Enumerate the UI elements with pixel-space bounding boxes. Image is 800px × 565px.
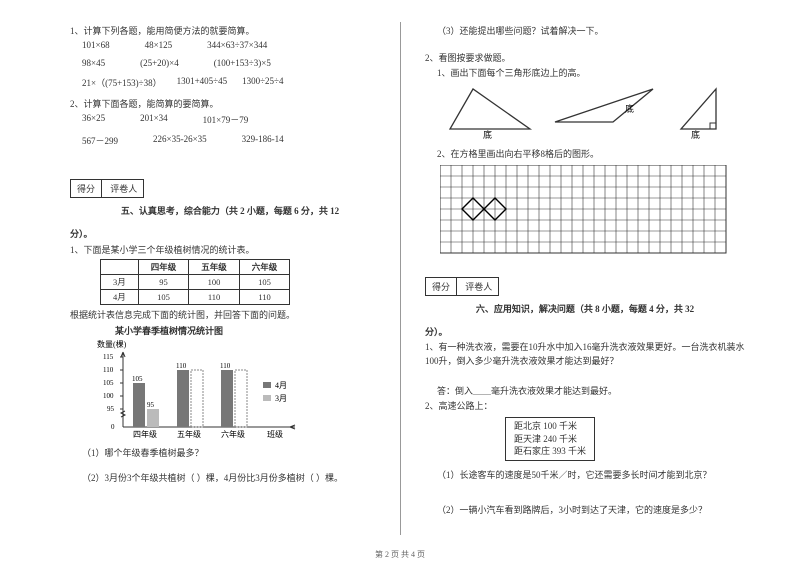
q5-sub3: （3）还能提出哪些问题？试着解决一下。 (425, 24, 745, 37)
right-column: （3）还能提出哪些问题？试着解决一下。 2、看图按要求做题。 1、画出下面每个三… (425, 22, 745, 518)
speed-line: 距北京 100 千米 (514, 420, 586, 433)
grid-figure (440, 165, 745, 259)
score-box-6: 得分 评卷人 (425, 277, 499, 296)
q5-1b: 根据统计表信息完成下面的统计图，并回答下面的问题。 (70, 308, 390, 321)
svg-text:105: 105 (132, 375, 143, 383)
q1-row1: 101×68 48×125 344×63÷37×344 (82, 40, 390, 50)
table-row: 4月 105 110 110 (101, 290, 290, 305)
triangles: 底 底 底 (445, 84, 745, 139)
th: 四年级 (138, 260, 189, 275)
svg-text:底: 底 (483, 129, 492, 139)
triangle-3: 底 (676, 84, 731, 139)
svg-text:100: 100 (103, 392, 114, 400)
td: 3月 (101, 275, 139, 290)
expr: 226×35-26×35 (153, 134, 207, 147)
svg-text:底: 底 (691, 129, 700, 139)
q5-sub2: （2）3月份3个年级共植树（ ）棵，4月份比3月份多植树（ ）棵。 (70, 471, 390, 484)
q2r-2: 2、在方格里画出向右平移8格后的图形。 (425, 147, 745, 160)
expr: 98×45 (82, 58, 105, 68)
chart-svg: 数量(棵) 115 110 105 100 95 0 105 95 110 1 (95, 337, 305, 442)
svg-text:4月: 4月 (275, 381, 287, 390)
svg-text:115: 115 (103, 353, 114, 361)
triangle-1: 底 (445, 84, 535, 139)
q2-row1: 36×25 201×34 101×79－79 (82, 113, 390, 126)
expr: 567－299 (82, 134, 118, 147)
expr: 1301+405÷45 (177, 76, 228, 89)
td: 100 (189, 275, 240, 290)
q5-1: 1、下面是某小学三个年级植树情况的统计表。 (70, 243, 390, 256)
expr: 48×125 (145, 40, 173, 50)
q2r-title: 2、看图按要求做题。 (425, 51, 745, 64)
expr: 329-186-14 (242, 134, 284, 147)
q6-1-ans: 答：倒入＿＿毫升洗衣液效果才能达到最好。 (425, 384, 745, 397)
score-box: 得分 评卷人 (70, 179, 144, 198)
score-cell: 得分 (426, 278, 457, 295)
q1-row2: 98×45 (25+20)×4 (100+153÷3)×5 (82, 58, 390, 68)
expr: 344×63÷37×344 (207, 40, 267, 50)
svg-text:0: 0 (111, 423, 115, 431)
q5-sub1: （1）哪个年级春季植树最多？ (70, 446, 390, 459)
svg-text:110: 110 (176, 362, 187, 370)
expr: (100+153÷3)×5 (214, 58, 271, 68)
table-row: 3月 95 100 105 (101, 275, 290, 290)
expr: 36×25 (82, 113, 105, 126)
svg-text:底: 底 (625, 103, 634, 114)
triangle-2: 底 (553, 84, 658, 139)
section6-tail: 分）。 (425, 325, 745, 338)
td: 105 (138, 290, 189, 305)
score-cell: 评卷人 (104, 180, 143, 197)
svg-text:六年级: 六年级 (221, 429, 245, 439)
score-cell: 评卷人 (459, 278, 498, 295)
bar-chart: 某小学春季植树情况统计图 数量(棵) 115 110 105 100 95 0 … (95, 324, 390, 444)
q1-title: 1、计算下列各题，能用简便方法的就要简算。 (70, 24, 390, 37)
svg-text:五年级: 五年级 (177, 429, 201, 439)
q2-title: 2、计算下面各题，能简算的要简算。 (70, 97, 390, 110)
q2-row2: 567－299 226×35-26×35 329-186-14 (82, 134, 390, 147)
q2r-1: 1、画出下面每个三角形底边上的高。 (425, 66, 745, 79)
svg-text:四年级: 四年级 (133, 429, 157, 439)
q6-2-sub1: （1）长途客车的速度是50千米／时，它还需要多长时间才能到北京？ (425, 468, 745, 481)
svg-text:95: 95 (147, 401, 155, 409)
svg-text:班级: 班级 (267, 429, 283, 439)
score-cell: 得分 (71, 180, 102, 197)
expr: 21×（(75+153)÷38） (82, 76, 162, 89)
chart-title: 某小学春季植树情况统计图 (115, 324, 390, 337)
q6-1: 1、有一种洗衣液，需要在10升水中加入16毫升洗衣液效果更好。一台洗衣机装水10… (425, 341, 745, 368)
expr: (25+20)×4 (140, 58, 179, 68)
page-footer: 第 2 页 共 4 页 (0, 549, 800, 560)
stats-table: 四年级 五年级 六年级 3月 95 100 105 4月 105 110 110 (100, 259, 290, 305)
speed-box: 距北京 100 千米 距天津 240 千米 距石家庄 393 千米 (505, 417, 595, 461)
expr: 101×68 (82, 40, 110, 50)
expr: 101×79－79 (203, 113, 249, 126)
svg-text:110: 110 (103, 366, 114, 374)
q6-2-sub2: （2）一辆小汽车看到路牌后，3小时到达了天津，它的速度是多少？ (425, 503, 745, 516)
svg-text:95: 95 (107, 405, 115, 413)
section6-title: 六、应用知识，解决问题（共 8 小题，每题 4 分，共 32 (425, 302, 745, 315)
section5-tail: 分）。 (70, 227, 390, 240)
table-row: 四年级 五年级 六年级 (101, 260, 290, 275)
section5-title: 五、认真思考，综合能力（共 2 小题，每题 6 分，共 12 (70, 204, 390, 217)
chart-ylabel: 数量(棵) (97, 339, 127, 349)
q1-row3: 21×（(75+153)÷38） 1301+405÷45 1300÷25÷4 (82, 76, 390, 89)
speed-line: 距石家庄 393 千米 (514, 445, 586, 458)
q6-2: 2、高速公路上： (425, 399, 745, 412)
td: 105 (239, 275, 290, 290)
td: 4月 (101, 290, 139, 305)
svg-text:110: 110 (220, 362, 231, 370)
td: 110 (239, 290, 290, 305)
td: 95 (138, 275, 189, 290)
td: 110 (189, 290, 240, 305)
left-column: 1、计算下列各题，能用简便方法的就要简算。 101×68 48×125 344×… (70, 22, 390, 518)
speed-line: 距天津 240 千米 (514, 433, 586, 446)
th (101, 260, 139, 275)
expr: 1300÷25÷4 (242, 76, 283, 89)
svg-text:3月: 3月 (275, 394, 287, 403)
expr: 201×34 (140, 113, 168, 126)
th: 五年级 (189, 260, 240, 275)
th: 六年级 (239, 260, 290, 275)
svg-text:105: 105 (103, 379, 114, 387)
